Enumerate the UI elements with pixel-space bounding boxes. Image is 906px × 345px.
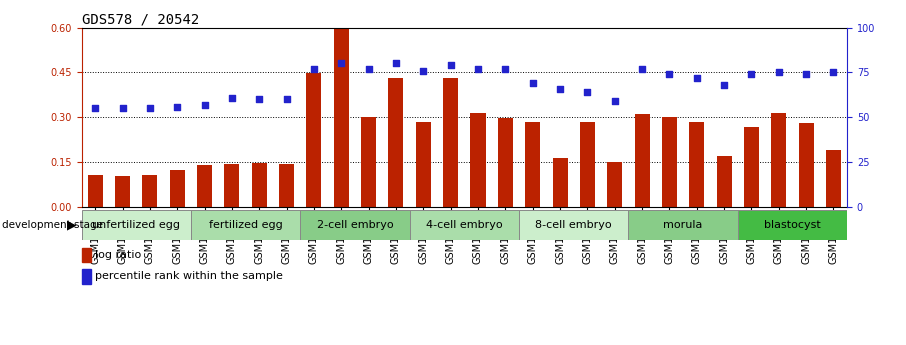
Bar bbox=[443, 78, 458, 207]
Bar bbox=[410, 210, 519, 240]
Text: log ratio: log ratio bbox=[95, 250, 141, 260]
Bar bbox=[279, 164, 294, 207]
Bar bbox=[737, 210, 847, 240]
Bar bbox=[300, 210, 410, 240]
Bar bbox=[306, 73, 322, 207]
Text: ▶: ▶ bbox=[67, 219, 77, 231]
Point bbox=[744, 71, 758, 77]
Bar bbox=[580, 122, 595, 207]
Bar bbox=[115, 176, 130, 207]
Point bbox=[717, 82, 731, 88]
Point bbox=[662, 71, 677, 77]
Bar bbox=[191, 210, 300, 240]
Bar bbox=[333, 28, 349, 207]
Bar bbox=[169, 170, 185, 207]
Bar bbox=[607, 161, 622, 207]
Text: 2-cell embryo: 2-cell embryo bbox=[316, 220, 393, 230]
Bar bbox=[553, 158, 567, 207]
Bar bbox=[497, 118, 513, 207]
Bar bbox=[361, 117, 376, 207]
Text: 8-cell embryo: 8-cell embryo bbox=[535, 220, 612, 230]
Bar bbox=[525, 122, 540, 207]
Point bbox=[225, 95, 239, 100]
Bar bbox=[744, 127, 759, 207]
Point bbox=[607, 98, 622, 104]
Bar bbox=[389, 78, 403, 207]
Bar bbox=[689, 122, 704, 207]
Bar bbox=[662, 117, 677, 207]
Text: fertilized egg: fertilized egg bbox=[208, 220, 283, 230]
Bar bbox=[470, 114, 486, 207]
Point bbox=[252, 97, 266, 102]
Point bbox=[389, 61, 403, 66]
Bar bbox=[252, 163, 266, 207]
Point bbox=[525, 80, 540, 86]
Bar bbox=[82, 269, 92, 284]
Bar bbox=[629, 210, 737, 240]
Point bbox=[170, 104, 185, 109]
Point bbox=[142, 106, 157, 111]
Text: development stage: development stage bbox=[2, 220, 102, 230]
Point bbox=[416, 68, 430, 73]
Bar bbox=[519, 210, 629, 240]
Point bbox=[498, 66, 513, 72]
Point bbox=[772, 70, 786, 75]
Bar bbox=[771, 113, 786, 207]
Point bbox=[115, 106, 130, 111]
Text: blastocyst: blastocyst bbox=[764, 220, 821, 230]
Bar bbox=[634, 114, 650, 207]
Point bbox=[689, 75, 704, 81]
Bar bbox=[826, 150, 841, 207]
Point bbox=[443, 62, 458, 68]
Text: morula: morula bbox=[663, 220, 703, 230]
Point bbox=[88, 106, 102, 111]
Bar bbox=[88, 175, 102, 207]
Bar bbox=[142, 175, 158, 207]
Bar bbox=[225, 164, 239, 207]
Bar bbox=[798, 123, 814, 207]
Text: unfertilized egg: unfertilized egg bbox=[92, 220, 180, 230]
Point bbox=[198, 102, 212, 108]
Point bbox=[471, 66, 486, 72]
Point bbox=[307, 66, 322, 72]
Bar bbox=[82, 248, 92, 262]
Point bbox=[826, 70, 841, 75]
Bar bbox=[416, 122, 431, 207]
Point bbox=[799, 71, 814, 77]
Point bbox=[553, 86, 567, 91]
Text: GDS578 / 20542: GDS578 / 20542 bbox=[82, 12, 198, 27]
Bar bbox=[717, 156, 731, 207]
Bar bbox=[198, 165, 212, 207]
Text: percentile rank within the sample: percentile rank within the sample bbox=[95, 272, 283, 282]
Point bbox=[580, 89, 594, 95]
Bar bbox=[82, 210, 191, 240]
Point bbox=[635, 66, 650, 72]
Point bbox=[361, 66, 376, 72]
Point bbox=[334, 61, 349, 66]
Text: 4-cell embryo: 4-cell embryo bbox=[426, 220, 503, 230]
Point bbox=[279, 97, 294, 102]
